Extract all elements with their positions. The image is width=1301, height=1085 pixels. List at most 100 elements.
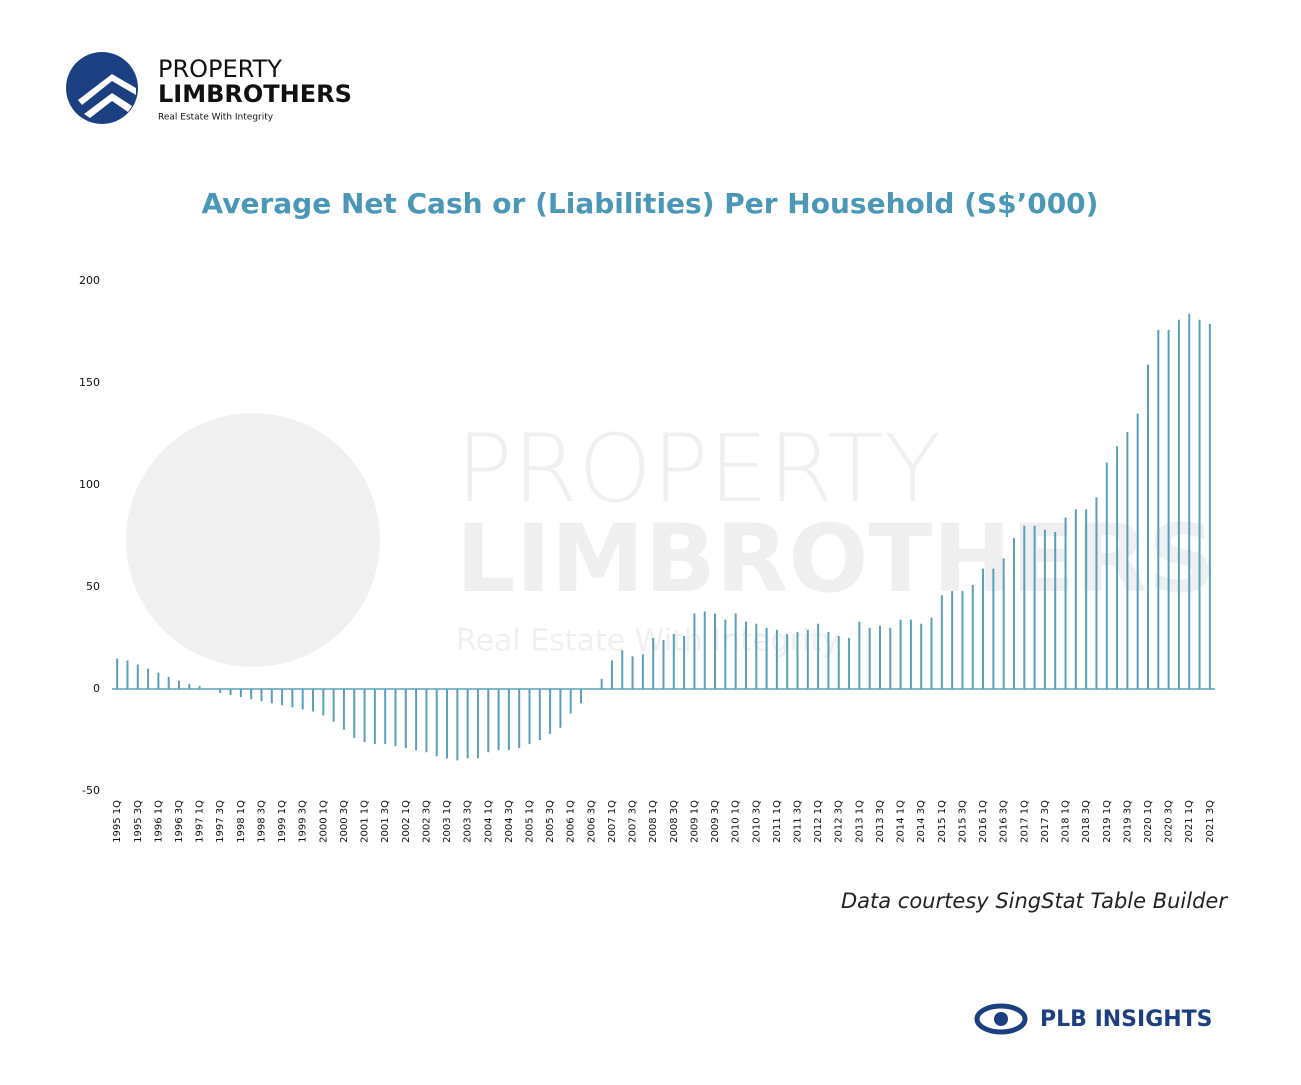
bar: [559, 689, 562, 728]
x-tick-label: 1997 3Q: [215, 800, 226, 843]
bar: [1208, 323, 1211, 689]
bar: [188, 683, 191, 689]
x-tick-label: 2006 1Q: [566, 800, 577, 843]
bar: [384, 689, 387, 745]
watermark-text: PROPERTY: [456, 415, 941, 524]
y-tick-label: 50: [86, 580, 100, 593]
x-tick-label: 2009 3Q: [710, 800, 721, 843]
bar: [116, 658, 119, 689]
x-tick-label: 2017 3Q: [1040, 800, 1051, 843]
bar: [466, 689, 469, 759]
bar: [662, 640, 665, 689]
logo-roof: [78, 74, 136, 118]
bar: [507, 689, 510, 751]
x-tick-label: 2003 3Q: [463, 800, 474, 843]
bar: [1126, 431, 1129, 689]
bar: [229, 689, 232, 696]
y-tick-label: 200: [79, 274, 100, 287]
bar: [518, 689, 521, 749]
bar: [580, 689, 583, 704]
bar: [1105, 462, 1108, 689]
bar: [796, 631, 799, 689]
bar: [373, 689, 376, 745]
bar: [291, 689, 294, 708]
bar: [878, 625, 881, 689]
bar: [528, 689, 531, 745]
y-tick-label: -50: [82, 784, 100, 797]
x-tick-label: 1997 1Q: [195, 800, 206, 843]
bar: [786, 633, 789, 689]
bar: [775, 629, 778, 689]
bar: [281, 689, 284, 706]
bar: [404, 689, 407, 749]
x-tick-label: 2003 1Q: [442, 800, 453, 843]
x-tick-label: 2004 3Q: [504, 800, 515, 843]
bar: [250, 689, 253, 700]
bar: [260, 689, 263, 702]
bar: [353, 689, 356, 738]
brand-eye: [974, 1003, 1028, 1035]
bar: [1177, 319, 1180, 689]
bar: [1043, 529, 1046, 689]
x-tick-label: 2001 1Q: [360, 800, 371, 843]
bar: [1023, 525, 1026, 689]
x-tick-label: 2008 1Q: [648, 800, 659, 843]
x-tick-label: 1996 1Q: [153, 800, 164, 843]
x-tick-label: 2002 3Q: [421, 800, 432, 843]
bar: [435, 689, 438, 757]
bar: [714, 613, 717, 689]
watermark-circle: [126, 413, 380, 667]
bar: [734, 613, 737, 689]
bar: [1085, 509, 1088, 689]
x-tick-label: 2014 3Q: [916, 800, 927, 843]
bar: [744, 621, 747, 689]
bar: [848, 638, 851, 689]
x-tick-label: 2001 3Q: [380, 800, 391, 843]
bar: [858, 621, 861, 689]
x-tick-label: 2007 1Q: [607, 800, 618, 843]
x-tick-label: 2000 1Q: [318, 800, 329, 843]
x-tick-label: 2016 3Q: [999, 800, 1010, 843]
bar: [167, 676, 170, 689]
bar: [610, 660, 613, 689]
bar: [724, 619, 727, 689]
logo: PROPERTY LIMBROTHERS Real Estate With In…: [66, 52, 352, 124]
bar: [982, 568, 985, 689]
bar: [322, 689, 325, 716]
logo-tagline: Real Estate With Integrity: [158, 113, 274, 123]
bar: [136, 664, 139, 689]
bar: [126, 660, 129, 689]
bar: [920, 623, 923, 689]
x-tick-label: 2012 3Q: [834, 800, 845, 843]
bar: [1064, 517, 1067, 689]
bar: [446, 689, 449, 759]
bar: [951, 591, 954, 689]
bar: [456, 689, 459, 761]
bar: [1116, 446, 1119, 689]
y-tick-label: 0: [93, 682, 100, 695]
x-tick-label: 2010 3Q: [751, 800, 762, 843]
bar: [415, 689, 418, 751]
bar: [827, 631, 830, 689]
x-tick-label: 2020 3Q: [1164, 800, 1175, 843]
brand-pupil: [994, 1012, 1008, 1026]
bar: [1157, 329, 1160, 689]
bar: [394, 689, 397, 747]
bar: [971, 584, 974, 689]
x-tick-label: 2007 3Q: [628, 800, 639, 843]
bar: [157, 672, 160, 689]
bar: [889, 627, 892, 689]
x-tick-label: 2016 1Q: [978, 800, 989, 843]
bar: [270, 689, 273, 704]
bar: [909, 619, 912, 689]
y-tick-label: 150: [79, 376, 100, 389]
bar: [868, 627, 871, 689]
bar: [538, 689, 541, 740]
bar: [631, 656, 634, 689]
x-tick-label: 2021 3Q: [1205, 800, 1216, 843]
x-tick-label: 2010 1Q: [731, 800, 742, 843]
bar: [992, 568, 995, 689]
x-tick-label: 1995 1Q: [112, 800, 123, 843]
bar: [693, 613, 696, 689]
bar: [342, 689, 345, 730]
